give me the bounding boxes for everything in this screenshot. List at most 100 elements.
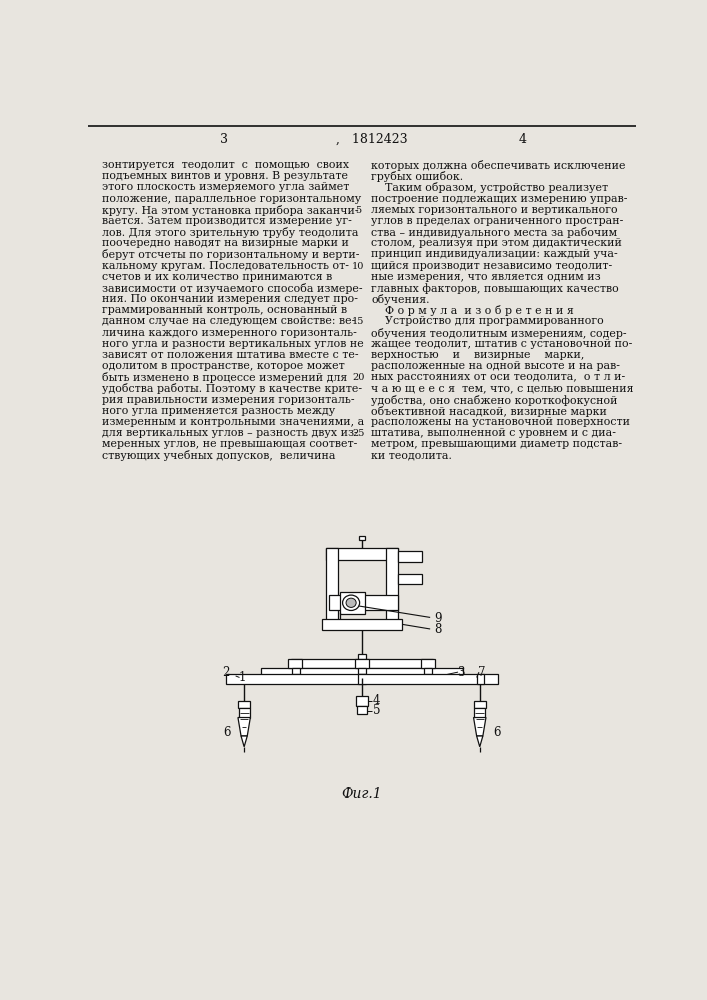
Text: личина каждого измеренного горизонталь-: личина каждого измеренного горизонталь-	[103, 328, 357, 338]
Bar	[356, 696, 368, 706]
Text: столом, реализуя при этом дидактический: столом, реализуя при этом дидактический	[371, 238, 622, 248]
Text: 9: 9	[434, 612, 442, 625]
Text: 3: 3	[220, 133, 228, 146]
Text: 3: 3	[457, 666, 465, 679]
Ellipse shape	[343, 595, 360, 610]
Text: грубых ошибок.: грубых ошибок.	[371, 171, 463, 182]
Bar	[327, 548, 397, 560]
Bar	[291, 659, 433, 668]
Bar	[357, 706, 367, 714]
Text: 8: 8	[434, 623, 441, 636]
Bar	[397, 551, 422, 562]
Text: расположенные на одной высоте и на рав-: расположенные на одной высоте и на рав-	[371, 361, 620, 371]
Text: объективной насадкой, визирные марки: объективной насадкой, визирные марки	[371, 406, 607, 417]
Text: для вертикальных углов – разность двух из-: для вертикальных углов – разность двух и…	[103, 428, 358, 438]
Polygon shape	[238, 718, 250, 736]
Bar	[358, 668, 366, 674]
Text: берут отсчеты по горизонтальному и верти-: берут отсчеты по горизонтальному и верти…	[103, 249, 360, 260]
Bar	[397, 574, 422, 584]
Text: подъемных винтов и уровня. В результате: подъемных винтов и уровня. В результате	[103, 171, 349, 181]
Text: кругу. На этом установка прибора заканчи-: кругу. На этом установка прибора заканчи…	[103, 205, 359, 216]
Bar	[421, 659, 435, 668]
Bar	[327, 548, 338, 621]
Text: зонтируется  теодолит  с  помощью  своих: зонтируется теодолит с помощью своих	[103, 160, 349, 170]
Ellipse shape	[346, 598, 356, 607]
Text: быть изменено в процессе измерений для: быть изменено в процессе измерений для	[103, 372, 348, 383]
Bar	[355, 659, 369, 668]
Bar	[358, 654, 366, 660]
Text: данном случае на следующем свойстве: ве-: данном случае на следующем свойстве: ве-	[103, 316, 356, 326]
Polygon shape	[241, 736, 247, 747]
Text: принцип индивидуализации: каждый уча-: принцип индивидуализации: каждый уча-	[371, 249, 618, 259]
Text: 10: 10	[352, 262, 364, 271]
Bar	[474, 708, 485, 718]
Text: 6: 6	[493, 726, 501, 739]
Text: поочередно наводят на визирные марки и: поочередно наводят на визирные марки и	[103, 238, 349, 248]
Text: измеренным и контрольными значениями, а: измеренным и контрольными значениями, а	[103, 417, 365, 427]
Bar	[386, 548, 397, 621]
Bar	[322, 619, 402, 630]
Text: обучения.: обучения.	[371, 294, 430, 305]
Text: ного угла и разности вертикальных углов не: ного угла и разности вертикальных углов …	[103, 339, 364, 349]
Text: расположены на установочной поверхности: расположены на установочной поверхности	[371, 417, 630, 427]
Text: построение подлежащих измерению управ-: построение подлежащих измерению управ-	[371, 194, 628, 204]
Text: зависят от положения штатива вместе с те-: зависят от положения штатива вместе с те…	[103, 350, 359, 360]
Text: ляемых горизонтального и вертикального: ляемых горизонтального и вертикального	[371, 205, 618, 215]
Bar	[226, 674, 366, 684]
Bar	[474, 701, 486, 708]
Bar	[261, 668, 462, 678]
Text: 25: 25	[352, 429, 364, 438]
Text: меренных углов, не превышающая соответ-: меренных углов, не превышающая соответ-	[103, 439, 358, 449]
Text: щийся производит независимо теодолит-: щийся производит независимо теодолит-	[371, 261, 612, 271]
Text: счетов и их количество принимаются в: счетов и их количество принимаются в	[103, 272, 332, 282]
Bar	[238, 701, 250, 708]
Text: 15: 15	[352, 317, 364, 326]
Text: ния. По окончании измерения следует про-: ния. По окончании измерения следует про-	[103, 294, 358, 304]
Text: 4: 4	[373, 694, 380, 707]
Bar	[292, 668, 300, 674]
Bar	[340, 592, 365, 614]
Text: Устройство для программированного: Устройство для программированного	[371, 316, 604, 326]
Text: штатива, выполненной с уровнем и с диа-: штатива, выполненной с уровнем и с диа-	[371, 428, 617, 438]
Text: ного угла применяется разность между: ного угла применяется разность между	[103, 406, 336, 416]
Text: 1: 1	[238, 671, 245, 684]
Bar	[477, 674, 484, 684]
Text: этого плоскость измеряемого угла займет: этого плоскость измеряемого угла займет	[103, 182, 350, 192]
Text: рия правильности измерения горизонталь-: рия правильности измерения горизонталь-	[103, 395, 355, 405]
Text: ных расстояниях от оси теодолита,  о т л и-: ных расстояниях от оси теодолита, о т л …	[371, 372, 626, 382]
Text: ,   1812423: , 1812423	[337, 133, 408, 146]
Text: жащее теодолит, штатив с установочной по-: жащее теодолит, штатив с установочной по…	[371, 339, 633, 349]
Text: 5: 5	[373, 704, 380, 717]
Text: Ф о р м у л а  и з о б р е т е н и я: Ф о р м у л а и з о б р е т е н и я	[371, 305, 574, 316]
Bar	[288, 659, 303, 668]
Text: Фиг.1: Фиг.1	[341, 787, 382, 801]
Text: удобства, оно снабжено короткофокусной: удобства, оно снабжено короткофокусной	[371, 395, 618, 406]
Text: 6: 6	[223, 726, 231, 739]
Text: зависимости от изучаемого способа измере-: зависимости от изучаемого способа измере…	[103, 283, 363, 294]
Bar	[239, 708, 250, 718]
Bar	[358, 674, 498, 684]
Text: ства – индивидуального места за рабочим: ства – индивидуального места за рабочим	[371, 227, 617, 238]
Text: ки теодолита.: ки теодолита.	[371, 450, 452, 460]
Text: удобства работы. Поэтому в качестве крите-: удобства работы. Поэтому в качестве крит…	[103, 383, 363, 394]
Text: кальному кругам. Последовательность от-: кальному кругам. Последовательность от-	[103, 261, 349, 271]
Text: Таким образом, устройство реализует: Таким образом, устройство реализует	[371, 182, 609, 193]
Text: которых должна обеспечивать исключение: которых должна обеспечивать исключение	[371, 160, 626, 171]
Text: ствующих учебных допусков,  величина: ствующих учебных допусков, величина	[103, 450, 336, 461]
Text: верхностью    и    визирные    марки,: верхностью и визирные марки,	[371, 350, 585, 360]
Text: ч а ю щ е е с я  тем, что, с целью повышения: ч а ю щ е е с я тем, что, с целью повыше…	[371, 383, 633, 393]
Text: 4: 4	[518, 133, 527, 146]
Bar	[329, 595, 397, 610]
Text: главных факторов, повышающих качество: главных факторов, повышающих качество	[371, 283, 619, 294]
Text: 20: 20	[352, 373, 364, 382]
Text: граммированный контроль, основанный в: граммированный контроль, основанный в	[103, 305, 347, 315]
Text: 5: 5	[355, 206, 361, 215]
Text: углов в пределах ограниченного простран-: углов в пределах ограниченного простран-	[371, 216, 624, 226]
Polygon shape	[474, 718, 486, 736]
Text: положение, параллельное горизонтальному: положение, параллельное горизонтальному	[103, 194, 361, 204]
Text: лов. Для этого зрительную трубу теодолита: лов. Для этого зрительную трубу теодолит…	[103, 227, 359, 238]
Text: одолитом в пространстве, которое может: одолитом в пространстве, которое может	[103, 361, 345, 371]
Bar	[359, 536, 365, 540]
Text: вается. Затем производится измерение уг-: вается. Затем производится измерение уг-	[103, 216, 352, 226]
Polygon shape	[477, 736, 483, 747]
